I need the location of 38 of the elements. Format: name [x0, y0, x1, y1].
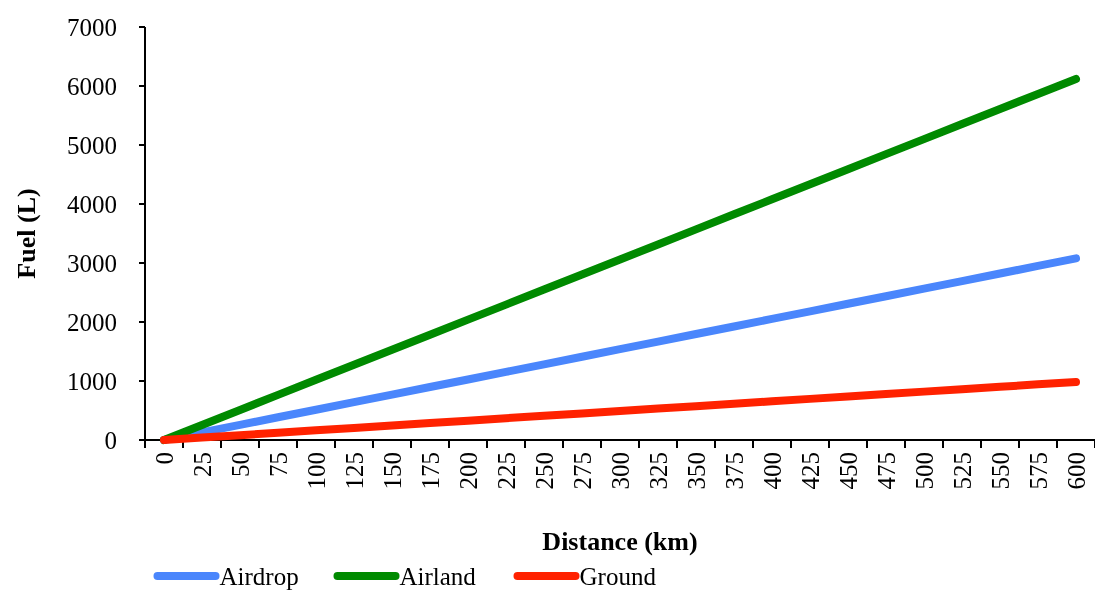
x-tick-label: 75: [264, 452, 292, 477]
x-tick-label: 200: [454, 452, 482, 490]
x-tick-label: 600: [1062, 452, 1090, 490]
legend-label: Airdrop: [219, 562, 299, 590]
x-tick-label: 400: [758, 452, 786, 490]
x-tick-label: 550: [986, 452, 1014, 490]
y-tick-label: 7000: [67, 13, 117, 41]
x-tick-label: 350: [682, 452, 710, 490]
legend-label: Airland: [399, 562, 477, 590]
y-tick-label: 3000: [67, 249, 117, 277]
x-tick-label: 525: [948, 452, 976, 490]
y-tick-label: 1000: [67, 367, 117, 395]
x-tick-label: 150: [378, 452, 406, 490]
x-tick-label: 250: [530, 452, 558, 490]
legend-label: Ground: [579, 562, 657, 590]
x-tick-label: 300: [606, 452, 634, 490]
x-tick-label: 575: [1024, 452, 1052, 490]
y-tick-label: 2000: [67, 308, 117, 336]
x-tick-label: 175: [416, 452, 444, 490]
x-tick-label: 500: [910, 452, 938, 490]
y-tick-label: 4000: [67, 190, 117, 218]
x-tick-label: 450: [834, 452, 862, 490]
x-tick-label: 275: [568, 452, 596, 490]
x-tick-label: 0: [150, 452, 178, 465]
x-tick-label: 225: [492, 452, 520, 490]
x-tick-label: 475: [872, 452, 900, 490]
y-tick-label: 5000: [67, 131, 117, 159]
y-tick-label: 0: [104, 426, 117, 454]
x-tick-label: 325: [644, 452, 672, 490]
x-tick-label: 125: [340, 452, 368, 490]
x-axis-title: Distance (km): [542, 527, 698, 556]
y-tick-label: 6000: [67, 72, 117, 100]
x-tick-label: 375: [720, 452, 748, 490]
x-tick-label: 100: [302, 452, 330, 490]
x-tick-label: 25: [188, 452, 216, 477]
y-axis-title: Fuel (L): [12, 188, 41, 279]
x-tick-label: 425: [796, 452, 824, 490]
x-tick-label: 50: [226, 452, 254, 477]
